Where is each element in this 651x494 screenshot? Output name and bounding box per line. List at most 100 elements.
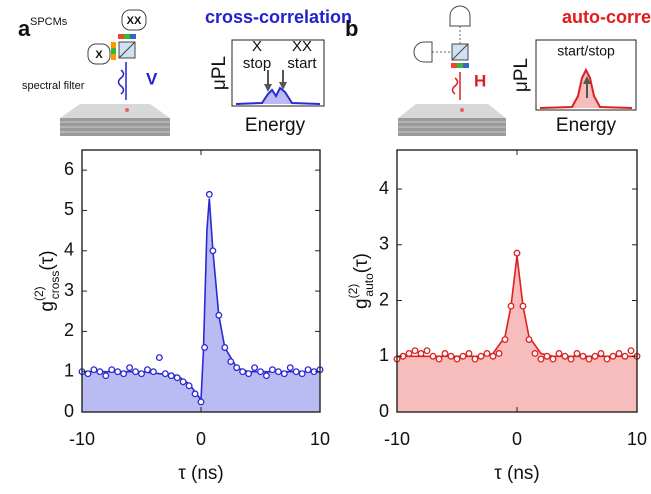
data-point bbox=[609, 352, 617, 360]
inset-annotation: XX bbox=[292, 38, 312, 55]
data-point bbox=[209, 247, 217, 255]
data-point bbox=[84, 370, 92, 378]
inset-x-label: Energy bbox=[556, 115, 617, 136]
y-tick-label: 2 bbox=[379, 289, 389, 309]
data-point bbox=[274, 368, 282, 376]
data-point bbox=[477, 352, 485, 360]
y-tick-label: 2 bbox=[64, 320, 74, 340]
data-point bbox=[185, 382, 193, 390]
y-label-sub: cross bbox=[48, 271, 62, 300]
y-tick-label: 5 bbox=[64, 199, 74, 219]
data-point bbox=[423, 347, 431, 355]
y-tick-label: 4 bbox=[64, 240, 74, 260]
y-axis-label: g(2) auto(τ) bbox=[346, 253, 376, 309]
data-point bbox=[453, 355, 461, 363]
x-axis-label: τ (ns) bbox=[494, 463, 540, 484]
data-point bbox=[603, 355, 611, 363]
data-point bbox=[447, 352, 455, 360]
panel-title: auto-correlation bbox=[562, 7, 651, 27]
data-point bbox=[537, 355, 545, 363]
detector-x: X bbox=[95, 49, 103, 61]
inset-y-label: μPL bbox=[209, 56, 230, 90]
data-point bbox=[227, 358, 235, 366]
y-label-base: g bbox=[351, 298, 372, 309]
data-point bbox=[245, 370, 253, 378]
y-label-base: g bbox=[37, 301, 58, 312]
data-point bbox=[126, 364, 134, 372]
data-point bbox=[221, 344, 229, 351]
data-point bbox=[579, 352, 587, 360]
data-point bbox=[471, 355, 479, 363]
data-point bbox=[429, 352, 437, 360]
detector-label: SPCMs bbox=[30, 16, 68, 28]
data-point bbox=[501, 336, 509, 343]
data-point bbox=[627, 347, 635, 355]
data-point bbox=[108, 366, 116, 374]
fit-area bbox=[82, 198, 320, 412]
y-tick-label: 1 bbox=[64, 360, 74, 380]
x-tick-label: 10 bbox=[310, 429, 330, 449]
x-tick-label: 0 bbox=[196, 429, 206, 449]
data-point bbox=[411, 347, 419, 355]
data-point bbox=[257, 368, 264, 376]
inset-annotation: X bbox=[252, 38, 262, 55]
data-point bbox=[197, 398, 205, 406]
data-point bbox=[531, 350, 539, 357]
data-point bbox=[161, 370, 169, 378]
data-point bbox=[549, 355, 557, 363]
data-point bbox=[96, 368, 104, 376]
data-point bbox=[555, 350, 563, 357]
data-point bbox=[173, 374, 181, 382]
y-tick-label: 6 bbox=[64, 159, 74, 179]
detector-xx: XX bbox=[127, 15, 142, 27]
data-point bbox=[525, 336, 533, 343]
y-tick-label: 3 bbox=[64, 280, 74, 300]
data-point bbox=[417, 350, 425, 357]
data-point bbox=[251, 364, 258, 372]
data-point bbox=[585, 355, 593, 363]
y-tick-label: 0 bbox=[64, 401, 74, 421]
data-point bbox=[591, 352, 599, 360]
inset-annotation: start/stop bbox=[557, 43, 615, 59]
inset-x-label: Energy bbox=[245, 115, 306, 136]
x-axis-label: τ (ns) bbox=[178, 463, 224, 484]
polarization: V bbox=[146, 69, 158, 88]
data-point bbox=[215, 311, 223, 319]
setup-illustration-b bbox=[398, 5, 506, 136]
y-label-arg: (τ) bbox=[37, 250, 58, 270]
data-point bbox=[507, 302, 515, 310]
data-point bbox=[191, 390, 199, 398]
data-point bbox=[519, 302, 527, 310]
data-point bbox=[298, 370, 306, 378]
data-point bbox=[286, 364, 294, 372]
data-point bbox=[495, 350, 503, 357]
y-axis-label: g(2) cross(τ) bbox=[32, 250, 62, 311]
data-point bbox=[120, 370, 128, 378]
data-point bbox=[143, 366, 151, 374]
y-tick-label: 1 bbox=[379, 345, 389, 365]
data-point bbox=[573, 350, 581, 357]
inset-y-label: μPL bbox=[511, 58, 532, 92]
inset-annotation: stop bbox=[243, 55, 271, 72]
data-point bbox=[489, 352, 497, 360]
data-point bbox=[155, 354, 163, 362]
data-point bbox=[304, 366, 312, 374]
inset-annotation: start bbox=[287, 55, 317, 72]
y-label-sup: (2) bbox=[346, 284, 360, 299]
polarization: H bbox=[474, 71, 486, 90]
data-point bbox=[513, 249, 521, 257]
data-point bbox=[615, 350, 623, 357]
data-point bbox=[114, 368, 122, 376]
data-point bbox=[567, 355, 575, 363]
x-tick-label: 10 bbox=[627, 429, 647, 449]
data-point bbox=[263, 372, 270, 380]
data-point bbox=[597, 350, 605, 357]
panel-label: a bbox=[18, 16, 31, 41]
data-point bbox=[167, 372, 175, 380]
data-point bbox=[561, 352, 569, 360]
filter-label: spectral filter bbox=[22, 80, 85, 92]
data-point bbox=[543, 352, 551, 360]
data-point bbox=[441, 350, 449, 357]
x-tick-label: -10 bbox=[384, 429, 410, 449]
